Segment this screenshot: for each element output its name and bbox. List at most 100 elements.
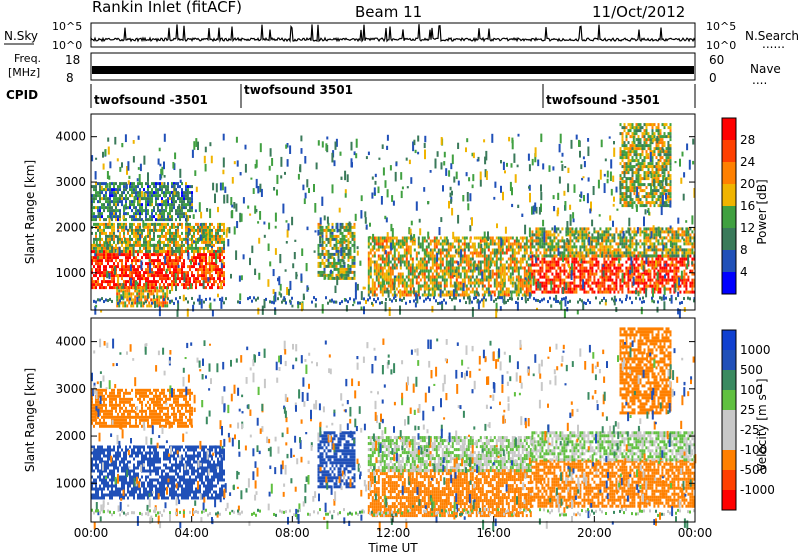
heatmap-cell	[371, 287, 374, 291]
heatmap-cell	[443, 284, 446, 288]
heatmap-cell	[415, 278, 418, 282]
heatmap-cell	[221, 246, 223, 250]
heatmap-cell	[647, 201, 650, 205]
heatmap-cell	[645, 272, 648, 276]
heatmap-cell	[411, 263, 414, 267]
heatmap-cell	[493, 272, 496, 276]
heatmap-cell	[647, 263, 650, 267]
heatmap-cell	[369, 269, 372, 273]
heatmap-cell	[463, 284, 466, 288]
heatmap-cell	[681, 260, 684, 264]
heatmap-cell	[631, 123, 634, 127]
heatmap-cell	[661, 275, 664, 279]
heatmap-cell	[109, 237, 111, 241]
heatmap-cell	[217, 256, 219, 260]
heatmap-cell	[449, 284, 452, 288]
heatmap-cell	[375, 278, 378, 282]
heatmap-cell	[219, 259, 221, 263]
heatmap-cell	[535, 281, 538, 285]
heatmap-cell	[201, 256, 203, 260]
heatmap-cell	[545, 248, 548, 252]
heatmap-cell	[563, 269, 566, 273]
heatmap-cell	[657, 168, 660, 172]
heatmap-cell	[117, 222, 119, 226]
heatmap-cell	[667, 233, 670, 237]
heatmap-cell	[673, 266, 676, 270]
heatmap-cell	[401, 260, 404, 264]
heatmap-cell	[173, 249, 175, 253]
heatmap-cell	[575, 245, 578, 249]
heatmap-cell	[675, 275, 678, 279]
heatmap-cell	[144, 289, 147, 293]
heatmap-cell	[595, 269, 598, 273]
heatmap-cell	[681, 257, 684, 261]
heatmap-cell	[603, 275, 606, 279]
heatmap-cell	[347, 273, 350, 277]
heatmap-cell	[367, 272, 370, 276]
heatmap-cell	[481, 293, 484, 297]
heatmap-cell	[105, 188, 107, 192]
heatmap-cell	[191, 243, 193, 247]
heatmap-cell	[647, 227, 650, 231]
heatmap-cell	[91, 194, 93, 198]
heatmap-cell	[153, 283, 155, 287]
heatmap-cell	[451, 266, 454, 270]
heatmap-cell	[467, 287, 470, 291]
heatmap-cell	[339, 273, 342, 277]
heatmap-cell	[213, 265, 215, 269]
heatmap-cell	[523, 248, 526, 252]
heatmap-cell	[181, 256, 183, 260]
heatmap-cell	[639, 177, 642, 181]
heatmap-cell	[621, 251, 624, 255]
heatmap-cell	[183, 200, 185, 204]
heatmap-cell	[441, 290, 444, 294]
heatmap-cell	[209, 228, 211, 232]
heatmap-cell	[177, 225, 179, 229]
heatmap-cell	[205, 243, 207, 247]
heatmap-cell	[491, 248, 494, 252]
heatmap-cell	[635, 275, 638, 279]
heatmap-cell	[549, 260, 552, 264]
heatmap-cell	[123, 191, 125, 195]
heatmap-cell	[629, 204, 632, 208]
heatmap-cell	[691, 278, 694, 282]
heatmap-cell	[671, 248, 674, 252]
heatmap-cell	[213, 225, 215, 229]
heatmap-cell	[203, 259, 205, 263]
heatmap-cell	[483, 251, 486, 255]
heatmap-cell	[331, 237, 334, 241]
heatmap-cell	[133, 280, 135, 284]
heatmap-cell	[637, 165, 640, 169]
heatmap-cell	[439, 269, 442, 273]
heatmap-cell	[197, 274, 199, 278]
heatmap-cell	[453, 239, 456, 243]
heatmap-cell	[649, 135, 652, 139]
heatmap-cell	[155, 197, 157, 201]
heatmap-cell	[159, 182, 161, 186]
heatmap-cell	[373, 242, 376, 246]
heatmap-cell	[565, 269, 568, 273]
heatmap-cell	[593, 281, 596, 285]
heatmap-cell	[185, 228, 187, 232]
heatmap-cell	[169, 243, 171, 247]
heatmap-cell	[132, 298, 135, 302]
heatmap-cell	[633, 147, 636, 151]
heatmap-cell	[325, 273, 328, 277]
heatmap-cell	[583, 239, 586, 243]
heatmap-cell	[479, 251, 482, 255]
heatmap-cell	[529, 281, 532, 285]
heatmap-cell	[645, 123, 648, 127]
heatmap-cell	[107, 256, 109, 260]
heatmap-cell	[509, 266, 512, 270]
heatmap-cell	[683, 251, 686, 255]
heatmap-cell	[341, 264, 344, 268]
heatmap-cell	[99, 249, 101, 253]
heatmap-cell	[499, 248, 502, 252]
heatmap-cell	[573, 269, 576, 273]
heatmap-cell	[377, 272, 380, 276]
heatmap-cell	[645, 230, 648, 234]
heatmap-cell	[124, 301, 127, 305]
heatmap-cell	[439, 275, 442, 279]
heatmap-cell	[643, 138, 646, 142]
heatmap-cell	[221, 237, 223, 241]
